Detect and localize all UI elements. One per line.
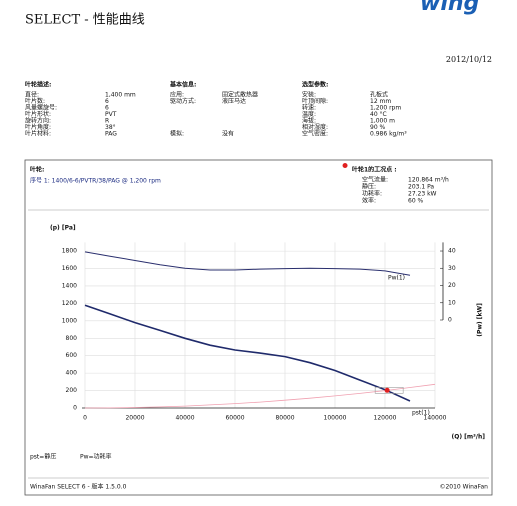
x-axis-label: (Q) [m³/h]: [451, 434, 485, 441]
y2-tick-label: 10: [448, 299, 456, 306]
y-tick-label: 1800: [62, 248, 77, 255]
param-value: 1,400 mm: [105, 92, 136, 99]
x-tick-label: 140000: [424, 415, 447, 422]
param-value: 38°: [105, 124, 116, 131]
param-label: 旋转方向:: [25, 117, 51, 125]
series-line: [84, 251, 411, 276]
x-tick-label: 80000: [275, 415, 294, 422]
y-tick-label: 1200: [62, 300, 77, 307]
param-label: 叶片数:: [25, 97, 45, 105]
param-value: 1,200 rpm: [370, 105, 401, 112]
y-axis-label: (p) [Pa]: [50, 225, 76, 232]
operating-label: 效率:: [362, 197, 376, 205]
param-value: 液压马达: [222, 97, 246, 105]
page-title: SELECT - 性能曲线: [25, 13, 145, 28]
y-tick-label: 0: [73, 405, 77, 412]
y2-tick-label: 20: [448, 282, 456, 289]
y2-axis-label: (Pw) [kW]: [477, 303, 484, 337]
series-line: [84, 304, 411, 402]
x-tick-label: 120000: [374, 415, 397, 422]
operating-point: [384, 387, 390, 393]
series-label: Pw(1): [388, 275, 405, 282]
x-tick-label: 60000: [225, 415, 244, 422]
operating-value: 203.1 Pa: [408, 184, 434, 191]
series-line: [84, 383, 436, 409]
y-tick-label: 400: [66, 370, 78, 377]
operating-value: 27.23 kW: [408, 191, 437, 198]
param-label: 叶片角度:: [25, 123, 51, 131]
operating-label: 功耗率:: [362, 190, 382, 198]
footer-right: ©2010 WinaFan: [439, 484, 488, 491]
impeller-spec: 序号 1: 1400/6-6/PVTR/38/PAG @ 1,200 rpm: [30, 177, 161, 185]
date: 2012/10/12: [446, 55, 492, 64]
param-value: PAG: [105, 131, 117, 138]
y-tick-label: 1600: [62, 265, 77, 272]
param-label: 直径:: [25, 91, 39, 99]
param-value: 没有: [222, 130, 234, 138]
y2-tick-label: 40: [448, 248, 456, 255]
impeller-title: 叶轮:: [30, 166, 44, 174]
param-label: 转速:: [302, 104, 316, 112]
legend-note: Pw=功耗率: [80, 453, 112, 461]
operating-title: 叶轮1的工况点 :: [352, 166, 397, 174]
param-value: 0.986 kg/m³: [370, 131, 407, 138]
x-tick-label: 0: [83, 415, 87, 422]
param-label: 叶顶间隙:: [302, 97, 328, 105]
param-value: R: [105, 118, 109, 125]
param-label: 叶片形状:: [25, 110, 51, 118]
chart-frame: [24, 159, 493, 496]
x-tick-label: 40000: [175, 415, 194, 422]
param-value: 6: [105, 105, 109, 112]
y-tick-label: 1400: [62, 282, 77, 289]
param-group-title: 选型参数:: [302, 81, 328, 89]
param-value: 1,000 m: [370, 118, 395, 125]
param-label: 模拟:: [170, 130, 184, 138]
y-tick-label: 800: [66, 335, 78, 342]
y2-tick-label: 30: [448, 265, 456, 272]
param-label: 叶片材料:: [25, 130, 51, 138]
param-value: 12 mm: [370, 98, 391, 105]
param-value: 40 °C: [370, 111, 387, 118]
param-label: 安装:: [302, 91, 316, 99]
param-label: 海拔:: [302, 117, 316, 125]
logo: wing: [420, 0, 479, 16]
y-tick-label: 1000: [62, 317, 77, 324]
param-label: 风量螺旋号:: [25, 104, 57, 112]
param-value: 90 %: [370, 124, 386, 131]
x-tick-label: 100000: [324, 415, 347, 422]
operating-value: 120.864 m³/h: [408, 177, 449, 184]
param-group-title: 基本信息:: [169, 81, 196, 89]
param-label: 空气密度:: [302, 130, 328, 138]
param-value: 6: [105, 98, 109, 105]
x-tick-label: 20000: [125, 415, 144, 422]
param-value: 固定式散热器: [222, 91, 258, 99]
legend-note: pst=静压: [30, 453, 56, 461]
param-value: 孔板式: [370, 91, 388, 99]
param-label: 应用:: [170, 91, 184, 99]
param-label: 相对湿度:: [302, 123, 328, 131]
param-value: PVT: [105, 111, 117, 118]
series-label: pst(1): [412, 410, 430, 417]
operating-value: 60 %: [408, 198, 424, 205]
footer-left: WinaFan SELECT 6 - 版本 1.5.0.0: [30, 483, 127, 491]
operating-icon: [342, 163, 348, 168]
y-tick-label: 600: [66, 352, 78, 359]
param-label: 驱动方式:: [170, 97, 196, 105]
operating-box: [374, 386, 404, 394]
y2-tick-label: 0: [448, 317, 452, 324]
y-tick-label: 200: [66, 387, 78, 394]
param-group-title: 叶轮描述:: [25, 81, 51, 89]
operating-label: 空气流量:: [362, 176, 388, 184]
operating-label: 静压:: [362, 183, 376, 191]
param-label: 温度:: [302, 110, 316, 118]
